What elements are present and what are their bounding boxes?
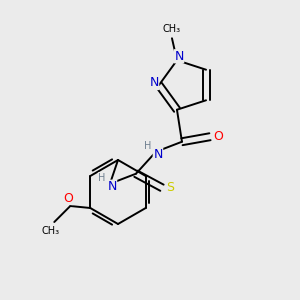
Text: CH₃: CH₃ xyxy=(163,24,181,34)
Text: H: H xyxy=(144,141,152,151)
Text: O: O xyxy=(63,191,73,205)
Text: H: H xyxy=(98,173,106,183)
Text: N: N xyxy=(153,148,163,161)
Text: O: O xyxy=(213,130,223,143)
Text: N: N xyxy=(149,76,159,89)
Text: S: S xyxy=(166,181,174,194)
Text: N: N xyxy=(174,50,184,63)
Text: N: N xyxy=(107,180,117,193)
Text: CH₃: CH₃ xyxy=(41,226,59,236)
